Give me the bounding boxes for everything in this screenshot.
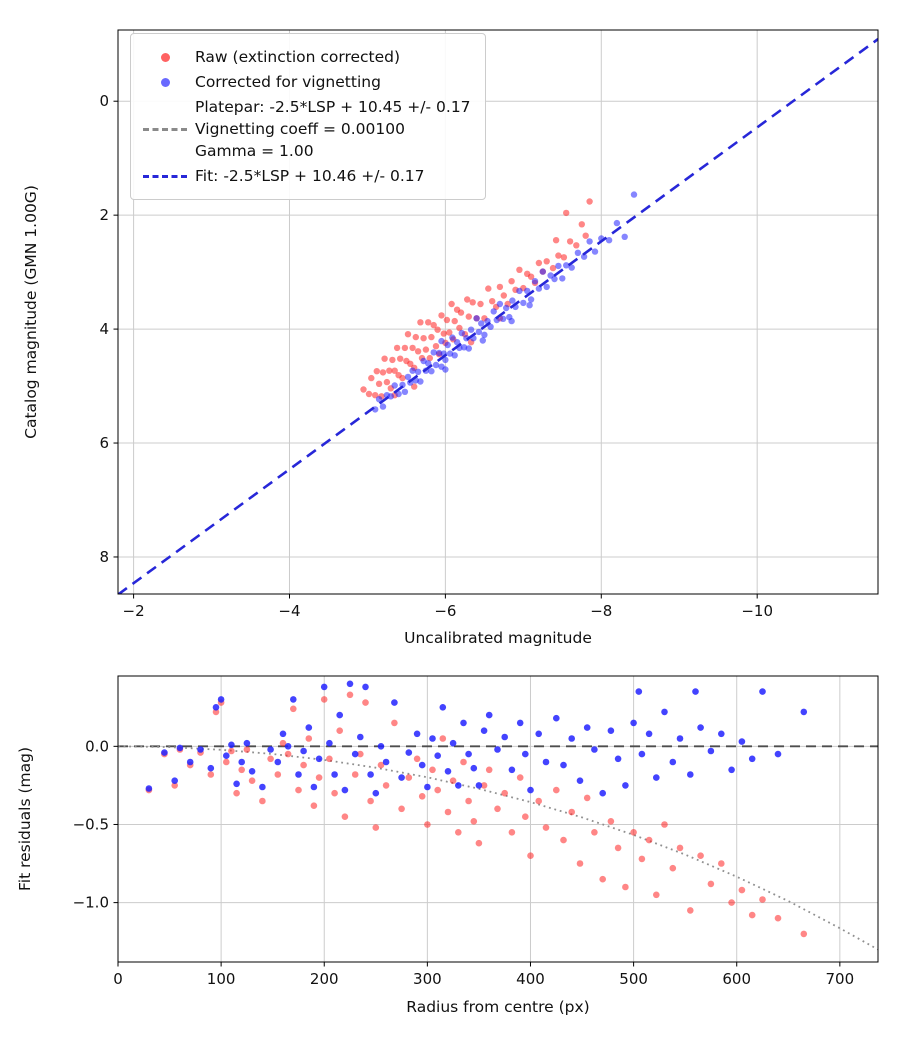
svg-text:700: 700 — [826, 970, 855, 988]
fit-dashed-line-icon — [141, 174, 189, 178]
svg-text:−2: −2 — [123, 602, 145, 620]
svg-text:−10: −10 — [741, 602, 773, 620]
legend-item-platepar: Platepar: -2.5*LSP + 10.45 +/- 0.17 Vign… — [141, 96, 471, 162]
svg-text:−6: −6 — [434, 602, 456, 620]
magnitude-fit-tick-labels: −2 −4 −6 −8 −10 0 2 4 6 8 — [99, 92, 773, 620]
svg-text:2: 2 — [99, 206, 109, 224]
magnitude-fit-ticks — [113, 100, 758, 599]
fit-line — [118, 38, 878, 594]
legend-label-corrected: Corrected for vignetting — [195, 73, 381, 91]
legend-label-raw: Raw (extinction corrected) — [195, 48, 401, 66]
fit-residuals-grid — [117, 676, 878, 962]
svg-text:4: 4 — [99, 320, 109, 338]
magnitude-fit-plot-area — [118, 38, 878, 594]
legend-item-corrected: Corrected for vignetting — [141, 71, 471, 93]
svg-text:−1.0: −1.0 — [73, 894, 109, 912]
magnitude-fit-ylabel: Catalog magnitude (GMN 1.00G) — [22, 185, 40, 439]
legend-label-fit: Fit: -2.5*LSP + 10.46 +/- 0.17 — [195, 167, 425, 185]
fit-residuals-tick-labels: 0 100 200 300 400 500 600 700 0.0 −0.5 −1.0 — [73, 737, 855, 988]
magnitude-fit-spines — [117, 29, 879, 595]
svg-text:8: 8 — [99, 548, 109, 566]
svg-text:−8: −8 — [590, 602, 612, 620]
svg-text:0.0: 0.0 — [85, 737, 109, 755]
platepar-line-2: Vignetting coeff = 0.00100 — [195, 120, 405, 138]
legend-label-platepar: Platepar: -2.5*LSP + 10.45 +/- 0.17 Vign… — [195, 96, 471, 162]
magnitude-fit-xlabel: Uncalibrated magnitude — [404, 629, 592, 647]
fit-residuals-ylabel: Fit residuals (mag) — [16, 747, 34, 891]
platepar-dashed-line-icon — [141, 127, 189, 131]
svg-text:300: 300 — [413, 970, 442, 988]
svg-text:0: 0 — [99, 92, 109, 110]
legend-item-fit: Fit: -2.5*LSP + 10.46 +/- 0.17 — [141, 165, 471, 187]
svg-text:0: 0 — [113, 970, 123, 988]
corrected-marker-icon — [141, 77, 189, 87]
corrected-residuals-points — [145, 680, 808, 797]
fit-residuals-spines — [117, 675, 879, 963]
svg-text:200: 200 — [310, 970, 339, 988]
fit-residuals-ticks — [113, 745, 841, 967]
fit-residuals-xlabel: Radius from centre (px) — [406, 998, 589, 1016]
svg-text:100: 100 — [207, 970, 236, 988]
raw-marker-icon — [141, 52, 189, 62]
platepar-line-3: Gamma = 1.00 — [195, 142, 314, 160]
fit-residuals-plot-area — [118, 680, 878, 951]
svg-text:500: 500 — [619, 970, 648, 988]
raw-extinction-corrected-points — [360, 198, 593, 400]
svg-text:−4: −4 — [278, 602, 300, 620]
svg-text:400: 400 — [516, 970, 545, 988]
vignetting-model-curve — [118, 745, 878, 951]
svg-text:600: 600 — [722, 970, 751, 988]
platepar-line-1: Platepar: -2.5*LSP + 10.45 +/- 0.17 — [195, 98, 471, 116]
legend: Raw (extinction corrected) Corrected for… — [130, 33, 486, 200]
svg-text:−0.5: −0.5 — [73, 815, 109, 833]
residuals-chart-area: 0 100 200 300 400 500 600 700 0.0 −0.5 −1.0 Radius … — [0, 650, 900, 1050]
raw-residuals-points — [145, 691, 808, 938]
svg-text:6: 6 — [99, 434, 109, 452]
legend-item-raw: Raw (extinction corrected) — [141, 46, 471, 68]
magnitude-fit-chart-area: −2 −4 −6 −8 −10 0 2 4 6 8 Uncalibrated magnitude Ca… — [22, 29, 879, 647]
residuals-chart: 0 100 200 300 400 500 600 700 0.0 −0.5 −1.0 Radius … — [16, 675, 879, 1016]
